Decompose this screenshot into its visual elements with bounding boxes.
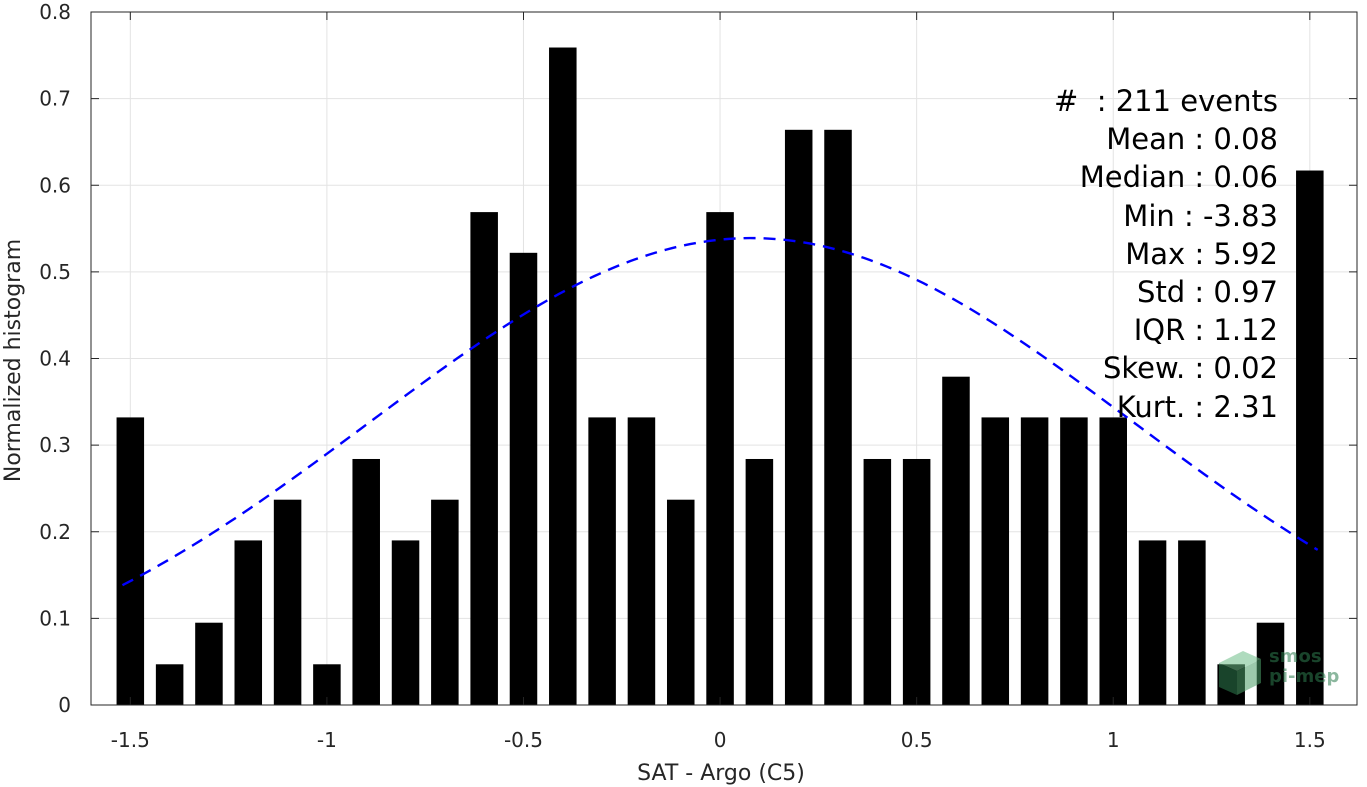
stat-std: Std : 0.97 xyxy=(1137,275,1278,310)
x-tick-label: -0.5 xyxy=(504,728,543,752)
ticks xyxy=(91,11,1357,706)
y-tick-label: 0.1 xyxy=(39,606,71,630)
histogram-bar xyxy=(706,212,734,705)
histogram-bar xyxy=(234,540,263,705)
logo-text-line1: smos xyxy=(1269,646,1322,667)
stat-mean: Mean : 0.08 xyxy=(1106,122,1278,157)
stat-max: Max : 5.92 xyxy=(1125,236,1278,271)
histogram-bar xyxy=(470,212,498,705)
histogram-bar xyxy=(1138,540,1167,705)
histogram-bar xyxy=(1178,540,1206,705)
smos-pimep-logo: smos pi-mep xyxy=(1215,645,1355,700)
x-tick-labels: -1.5 -1 -0.5 0 0.5 1 1.5 xyxy=(111,728,1326,752)
stat-median: Median : 0.06 xyxy=(1079,160,1278,195)
x-tick-label: -1.5 xyxy=(111,728,150,752)
histogram-bar xyxy=(588,417,616,705)
histogram-bar xyxy=(549,47,577,706)
histogram-bar xyxy=(942,376,970,705)
y-tick-label: 0.2 xyxy=(39,520,71,544)
histogram-bar xyxy=(116,417,145,705)
x-tick-label: 1 xyxy=(1107,728,1120,752)
histogram-bar xyxy=(509,252,538,705)
stat-iqr: IQR : 1.12 xyxy=(1133,313,1278,348)
histogram-bar xyxy=(666,499,695,705)
histogram-bar xyxy=(981,417,1010,705)
y-tick-label: 0.3 xyxy=(39,433,71,457)
x-tick-label: 0 xyxy=(714,728,727,752)
y-tick-label: 0.6 xyxy=(39,173,71,197)
histogram-bar xyxy=(1296,170,1324,705)
stat-kurt: Kurt. : 2.31 xyxy=(1116,389,1278,424)
y-tick-label: 0.7 xyxy=(39,87,71,111)
x-tick-label: 0.5 xyxy=(901,728,933,752)
x-axis-label: SAT - Argo (C5) xyxy=(637,761,805,786)
histogram-bar xyxy=(352,458,380,705)
statistics-box: # : 211 events Mean : 0.08 Median : 0.06… xyxy=(1054,82,1278,426)
y-tick-labels: 0 0.1 0.2 0.3 0.4 0.5 0.6 0.7 0.8 xyxy=(39,0,71,717)
stat-min: Min : -3.83 xyxy=(1123,198,1278,233)
histogram-bar xyxy=(902,458,931,705)
histogram-bar xyxy=(627,417,656,705)
stat-count: # : 211 events xyxy=(1054,84,1278,118)
histogram-bar xyxy=(824,129,852,705)
logo-cube-icon xyxy=(1219,651,1261,695)
x-tick-label: -1 xyxy=(317,728,337,752)
logo-text-line2: pi-mep xyxy=(1269,666,1340,687)
histogram-bar xyxy=(745,458,774,705)
y-tick-label: 0.8 xyxy=(39,0,71,24)
histogram-bar xyxy=(1020,417,1049,705)
y-tick-label: 0.5 xyxy=(39,260,71,284)
histogram-bar xyxy=(1256,622,1285,705)
histogram-bar xyxy=(1060,417,1088,705)
histogram-bar xyxy=(784,129,813,705)
histogram-bar xyxy=(863,458,892,705)
y-tick-label: 0.4 xyxy=(39,347,71,371)
histogram-bar xyxy=(391,540,420,705)
histogram-bar xyxy=(431,499,459,705)
y-axis-label: Normalized histogram xyxy=(1,239,26,482)
normal-fit-curve xyxy=(121,236,1319,587)
histogram-bar xyxy=(195,622,223,705)
x-tick-label: 1.5 xyxy=(1294,728,1326,752)
histogram-bar xyxy=(155,664,184,705)
histogram-bar xyxy=(273,499,302,705)
histogram-bar xyxy=(1099,417,1127,705)
y-tick-label: 0 xyxy=(58,693,71,717)
stat-skew: Skew. : 0.02 xyxy=(1102,351,1278,386)
bars xyxy=(116,47,1324,706)
